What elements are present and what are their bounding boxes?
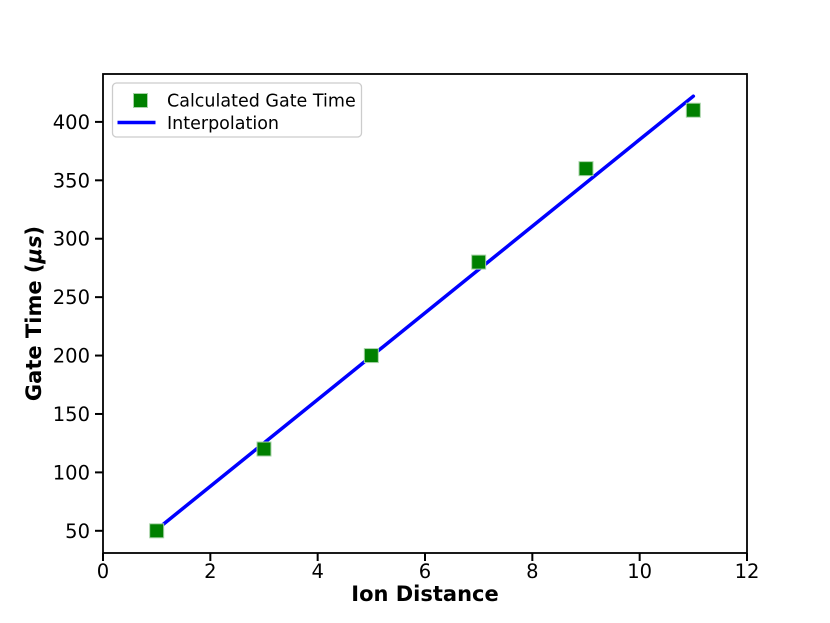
y-axis-label-part: μs (22, 236, 46, 265)
data-point-marker (256, 441, 272, 457)
y-axis-tick-label: 50 (65, 520, 90, 543)
axes-spines (102, 73, 748, 554)
y-axis-tick-label: 100 (53, 461, 90, 484)
legend-item-calculated-gate-time: Calculated Gate Time (167, 92, 356, 112)
x-axis-tick-label: 0 (97, 560, 109, 583)
data-point-marker (471, 254, 487, 270)
y-axis-label: Gate Time (μs) (22, 226, 46, 401)
legend-item-interpolation: Interpolation (167, 114, 279, 134)
x-axis-label: Ion Distance (351, 582, 498, 606)
x-axis-tick-label: 12 (735, 560, 760, 583)
x-axis-tick-label: 2 (204, 560, 216, 583)
y-axis-tick-label: 400 (53, 111, 90, 134)
y-axis-tick-label: 300 (53, 228, 90, 251)
legend-box (111, 82, 363, 138)
y-axis-tick-label: 350 (53, 169, 90, 192)
x-axis-tick-label: 10 (627, 560, 652, 583)
interpolation-line (154, 94, 696, 532)
data-point-marker (363, 348, 379, 364)
legend-marker-swatch (133, 93, 148, 108)
y-axis-label-part: ) (22, 226, 46, 236)
x-axis-tick-label: 8 (526, 560, 538, 583)
data-point-marker (149, 523, 165, 539)
y-axis-tick-label: 200 (53, 345, 90, 368)
data-point-marker (578, 161, 594, 177)
x-axis-tick-label: 4 (311, 560, 323, 583)
y-axis-tick-label: 250 (53, 286, 90, 309)
y-axis-label-part: Gate Time ( (22, 264, 46, 402)
y-axis-tick-label: 150 (53, 403, 90, 426)
data-point-marker (685, 102, 701, 118)
x-axis-tick-label: 6 (419, 560, 431, 583)
